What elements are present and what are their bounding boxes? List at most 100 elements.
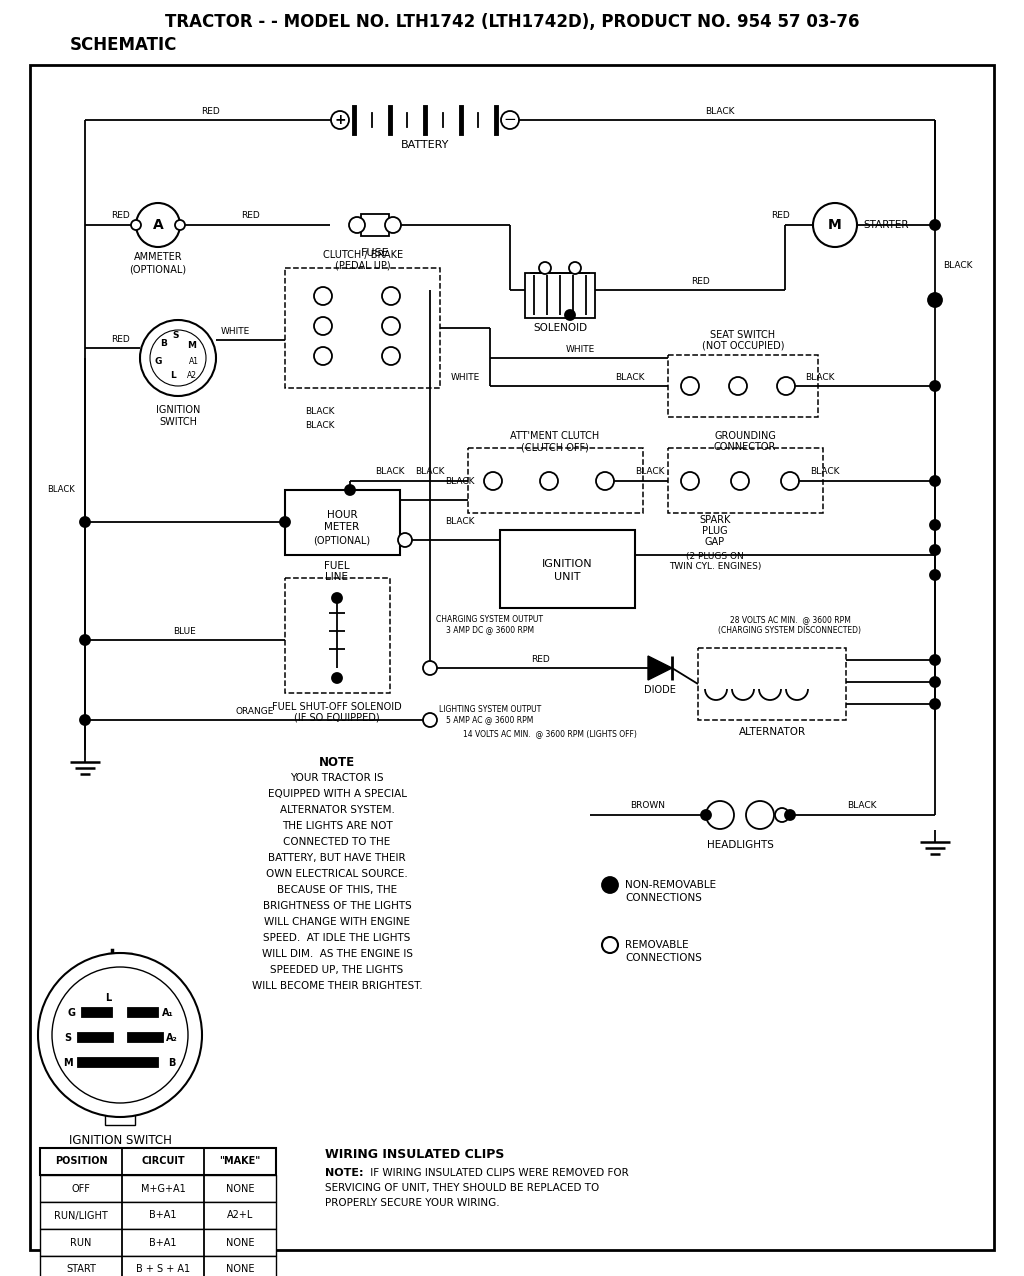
Text: CHARGING SYSTEM OUTPUT: CHARGING SYSTEM OUTPUT bbox=[436, 615, 544, 624]
Text: S: S bbox=[173, 332, 179, 341]
Bar bbox=[285, 578, 390, 693]
Bar bbox=[40, 1202, 276, 1229]
Text: FUEL: FUEL bbox=[325, 561, 350, 570]
Text: WILL CHANGE WITH ENGINE: WILL CHANGE WITH ENGINE bbox=[264, 917, 410, 926]
Text: BLACK: BLACK bbox=[615, 373, 645, 382]
Bar bbox=[78, 1034, 113, 1042]
Circle shape bbox=[729, 376, 746, 396]
Text: (NOT OCCUPIED): (NOT OCCUPIED) bbox=[701, 341, 784, 351]
Circle shape bbox=[80, 715, 90, 725]
Text: BATTERY, BUT HAVE THEIR: BATTERY, BUT HAVE THEIR bbox=[268, 852, 406, 863]
Text: WILL BECOME THEIR BRIGHTEST.: WILL BECOME THEIR BRIGHTEST. bbox=[252, 981, 422, 991]
Text: B: B bbox=[161, 338, 168, 347]
Text: 28 VOLTS AC MIN.  @ 3600 RPM: 28 VOLTS AC MIN. @ 3600 RPM bbox=[729, 615, 851, 624]
Circle shape bbox=[596, 472, 614, 490]
Text: CONNECTED TO THE: CONNECTED TO THE bbox=[284, 837, 390, 847]
Text: BLACK: BLACK bbox=[305, 421, 335, 430]
Circle shape bbox=[52, 967, 188, 1102]
Circle shape bbox=[731, 472, 749, 490]
Text: G: G bbox=[155, 356, 162, 365]
Text: LIGHTING SYSTEM OUTPUT: LIGHTING SYSTEM OUTPUT bbox=[439, 706, 541, 715]
Bar bbox=[105, 1102, 135, 1125]
Polygon shape bbox=[648, 656, 672, 680]
Bar bbox=[468, 448, 643, 513]
Text: WIRING INSULATED CLIPS: WIRING INSULATED CLIPS bbox=[325, 1148, 505, 1161]
Text: M: M bbox=[63, 1058, 73, 1068]
Text: NONE: NONE bbox=[225, 1238, 254, 1248]
Circle shape bbox=[382, 347, 400, 365]
Text: RED: RED bbox=[111, 334, 129, 343]
Circle shape bbox=[781, 472, 799, 490]
Text: START: START bbox=[67, 1265, 96, 1275]
Bar bbox=[500, 530, 635, 607]
Text: THE LIGHTS ARE NOT: THE LIGHTS ARE NOT bbox=[282, 820, 392, 831]
Circle shape bbox=[681, 376, 699, 396]
Text: WHITE: WHITE bbox=[565, 345, 595, 353]
Text: TRACTOR - - MODEL NO. LTH1742 (LTH1742D), PRODUCT NO. 954 57 03-76: TRACTOR - - MODEL NO. LTH1742 (LTH1742D)… bbox=[165, 13, 859, 31]
Text: BRIGHTNESS OF THE LIGHTS: BRIGHTNESS OF THE LIGHTS bbox=[262, 901, 412, 911]
Circle shape bbox=[706, 801, 734, 829]
Text: (CLUTCH OFF): (CLUTCH OFF) bbox=[521, 441, 589, 452]
Text: 3 AMP DC @ 3600 RPM: 3 AMP DC @ 3600 RPM bbox=[445, 625, 535, 634]
Circle shape bbox=[930, 678, 940, 686]
Text: STARTER: STARTER bbox=[863, 219, 908, 230]
Circle shape bbox=[930, 545, 940, 555]
Bar bbox=[40, 1229, 276, 1256]
Text: NONE: NONE bbox=[225, 1265, 254, 1275]
Text: BLACK: BLACK bbox=[47, 485, 75, 495]
Text: IGNITION SWITCH: IGNITION SWITCH bbox=[69, 1133, 171, 1147]
Text: YOUR TRACTOR IS: YOUR TRACTOR IS bbox=[290, 773, 384, 783]
Text: FUEL SHUT-OFF SOLENOID: FUEL SHUT-OFF SOLENOID bbox=[272, 702, 401, 712]
Text: ATT'MENT CLUTCH: ATT'MENT CLUTCH bbox=[510, 431, 600, 441]
Text: SWITCH: SWITCH bbox=[159, 417, 197, 427]
Circle shape bbox=[349, 217, 365, 234]
Text: UNIT: UNIT bbox=[554, 572, 581, 582]
Circle shape bbox=[930, 655, 940, 665]
Circle shape bbox=[930, 570, 940, 581]
Text: WILL DIM.  AS THE ENGINE IS: WILL DIM. AS THE ENGINE IS bbox=[261, 949, 413, 960]
Text: RUN/LIGHT: RUN/LIGHT bbox=[54, 1211, 108, 1221]
Text: BLACK: BLACK bbox=[375, 467, 404, 476]
Circle shape bbox=[332, 672, 342, 683]
Text: LINE: LINE bbox=[326, 572, 348, 582]
Text: BLACK: BLACK bbox=[847, 801, 877, 810]
Text: 5 AMP AC @ 3600 RPM: 5 AMP AC @ 3600 RPM bbox=[446, 716, 534, 725]
Circle shape bbox=[314, 316, 332, 336]
Text: BLACK: BLACK bbox=[445, 517, 475, 526]
Circle shape bbox=[928, 293, 942, 308]
Circle shape bbox=[813, 203, 857, 248]
Text: M+G+A1: M+G+A1 bbox=[140, 1184, 185, 1193]
Bar bbox=[668, 355, 818, 417]
Text: G: G bbox=[68, 1008, 76, 1018]
Text: (OPTIONAL): (OPTIONAL) bbox=[129, 264, 186, 274]
Text: SPARK: SPARK bbox=[699, 516, 731, 524]
Text: L: L bbox=[170, 371, 176, 380]
Circle shape bbox=[930, 219, 940, 230]
Circle shape bbox=[930, 382, 940, 390]
Text: DIODE: DIODE bbox=[644, 685, 676, 695]
Circle shape bbox=[136, 203, 180, 248]
Text: SPEEDED UP, THE LIGHTS: SPEEDED UP, THE LIGHTS bbox=[270, 965, 403, 975]
Text: CIRCUIT: CIRCUIT bbox=[141, 1156, 184, 1166]
Circle shape bbox=[569, 262, 581, 274]
Text: (2 PLUGS ON: (2 PLUGS ON bbox=[686, 553, 743, 561]
Bar bbox=[525, 273, 595, 318]
Circle shape bbox=[140, 320, 216, 396]
Text: GAP: GAP bbox=[705, 537, 725, 547]
Text: BLACK: BLACK bbox=[445, 476, 475, 485]
Text: M: M bbox=[187, 341, 197, 350]
Text: BECAUSE OF THIS, THE: BECAUSE OF THIS, THE bbox=[276, 886, 397, 894]
Text: CLUTCH / BRAKE: CLUTCH / BRAKE bbox=[323, 250, 403, 260]
Text: L: L bbox=[104, 993, 112, 1003]
Text: RED: RED bbox=[241, 212, 259, 221]
Circle shape bbox=[501, 111, 519, 129]
Text: B+A1: B+A1 bbox=[150, 1238, 177, 1248]
Text: A₂: A₂ bbox=[166, 1034, 178, 1042]
Circle shape bbox=[332, 593, 342, 604]
Text: METER: METER bbox=[325, 522, 359, 532]
Bar bbox=[40, 1175, 276, 1202]
Text: TWIN CYL. ENGINES): TWIN CYL. ENGINES) bbox=[669, 563, 761, 572]
Text: RED: RED bbox=[771, 212, 790, 221]
Text: SEAT SWITCH: SEAT SWITCH bbox=[711, 330, 775, 339]
Circle shape bbox=[314, 347, 332, 365]
